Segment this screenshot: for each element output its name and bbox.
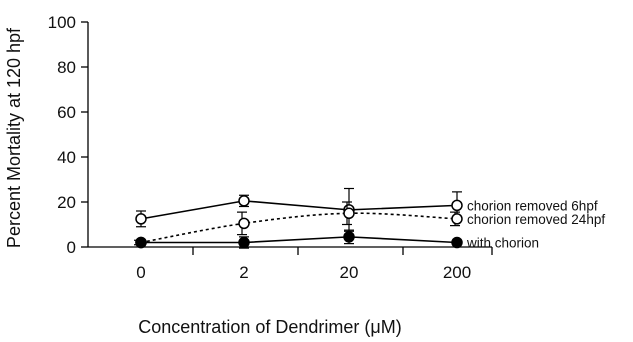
y-axis: 0 20 40 60 80 100: [48, 13, 89, 257]
series-2-point-2: [343, 231, 355, 243]
y-axis-title: Percent Mortality at 120 hpf: [4, 27, 24, 248]
series-1-point-3: [451, 213, 463, 225]
series-0-point-3: [451, 199, 463, 212]
series-1-line: [140, 212, 458, 244]
x-axis: 0 2 20 200: [88, 246, 493, 282]
y-tick-label-1: 20: [57, 193, 76, 212]
y-tick-label-4: 80: [57, 58, 76, 77]
series-2-point-3: [451, 236, 463, 249]
series-layer: [134, 187, 463, 249]
series-2-point-1: [238, 236, 250, 249]
series-1-point-2: [343, 207, 355, 219]
series-0-point-0: [135, 213, 147, 225]
y-tick-label-2: 40: [57, 148, 76, 167]
x-axis-title: Concentration of Dendrimer (μM): [138, 317, 401, 337]
series-0-label: chorion removed 6hpf: [467, 198, 598, 213]
x-tick-label-3: 200: [443, 263, 471, 282]
series-0-point-1: [238, 195, 250, 207]
series-2-line: [141, 236, 458, 244]
y-tick-label-3: 60: [57, 103, 76, 122]
series-2-label: with chorion: [466, 236, 539, 251]
series-1-point-1: [238, 217, 250, 230]
y-tick-label-5: 100: [48, 13, 76, 32]
x-tick-label-1: 2: [239, 263, 248, 282]
series-2-point-0: [135, 236, 147, 249]
series-1-label: chorion removed 24hpf: [467, 212, 605, 227]
y-tick-label-0: 0: [67, 238, 76, 257]
x-tick-label-2: 20: [340, 263, 359, 282]
x-tick-label-0: 0: [136, 263, 145, 282]
series-0-line: [140, 200, 458, 220]
series-0: [135, 187, 463, 232]
series-2: [135, 229, 463, 249]
